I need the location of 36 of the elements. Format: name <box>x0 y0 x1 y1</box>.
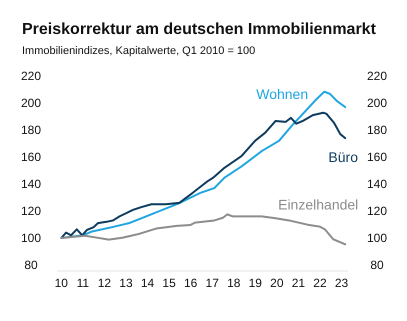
x-tick-label: 22 <box>313 276 327 290</box>
series-label: Einzelhandel <box>278 196 358 212</box>
y-tick-label: 180 <box>20 123 42 138</box>
y-tick-label: 160 <box>20 150 42 164</box>
y2-tick-label: 120 <box>366 204 388 218</box>
line-series <box>60 213 346 246</box>
x-tick-label: 20 <box>270 276 284 290</box>
y-tick-label: 100 <box>20 231 42 246</box>
series-label: Büro <box>328 149 358 166</box>
x-tick-label: 10 <box>54 276 68 290</box>
x-tick-label: 14 <box>140 276 155 290</box>
y2-tick-label: 100 <box>366 231 388 246</box>
chart-subtitle: Immobilienindizes, Kapitalwerte, Q1 2010 = 100 <box>22 45 256 57</box>
y-tick-label: 80 <box>24 258 38 272</box>
y2-tick-label: 160 <box>366 150 388 164</box>
chart-title: Preiskorrektur am deutschen Immobilienmarkt <box>22 21 377 38</box>
y2-tick-label: 80 <box>370 258 384 272</box>
y-tick-label: 140 <box>20 177 42 192</box>
x-tick-label: 11 <box>76 276 90 290</box>
y2-tick-label: 180 <box>366 123 388 138</box>
x-tick-label: 13 <box>119 276 133 290</box>
y2-tick-label: 220 <box>366 69 388 84</box>
x-tick-label: 16 <box>184 276 198 290</box>
y2-tick-label: 200 <box>366 96 388 110</box>
y-tick-label: 120 <box>20 204 42 218</box>
x-tick-label: 19 <box>248 276 262 290</box>
x-tick-label: 12 <box>98 276 112 290</box>
x-tick-label: 17 <box>206 276 220 290</box>
x-tick-label: 23 <box>334 276 349 290</box>
series-label: Wohnen <box>256 86 308 102</box>
y-tick-label: 220 <box>20 69 42 84</box>
x-tick-label: 18 <box>227 276 241 290</box>
y-tick-label: 200 <box>20 96 42 110</box>
x-tick-label: 15 <box>162 276 176 290</box>
y2-tick-label: 140 <box>366 177 388 192</box>
x-tick-label: 21 <box>292 276 306 290</box>
